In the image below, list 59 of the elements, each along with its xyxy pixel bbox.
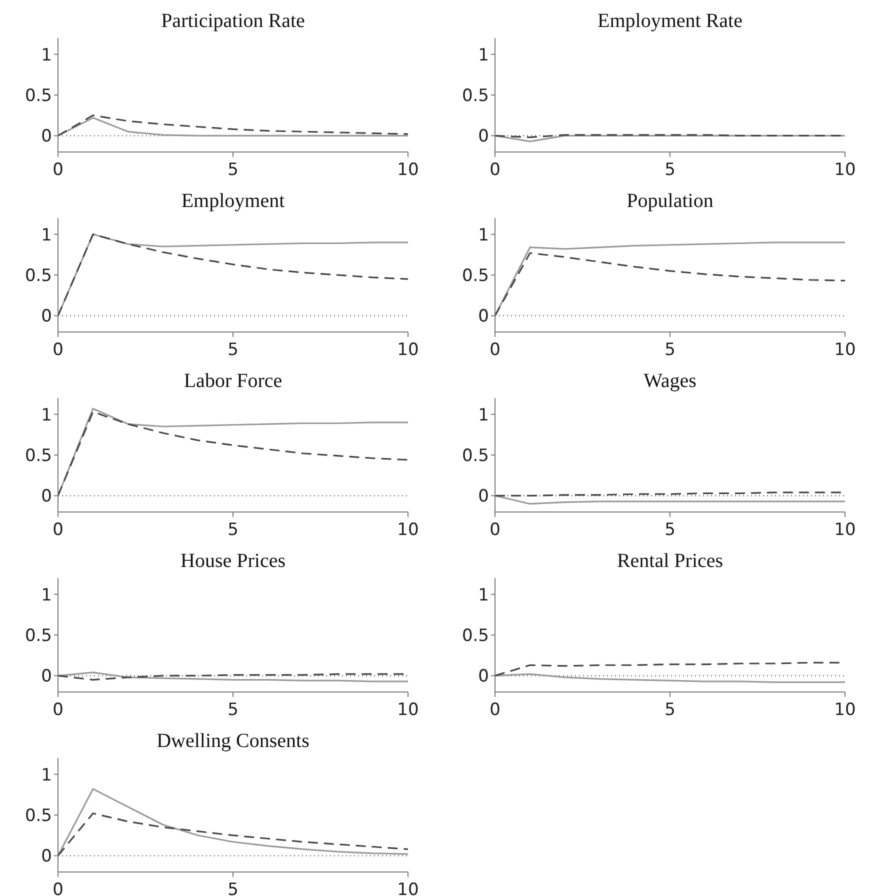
x-tick-label: 10: [834, 700, 856, 720]
y-tick-label: 1: [478, 585, 489, 606]
y-tick-label: 0.5: [24, 806, 52, 826]
chart-title: Employment Rate: [596, 9, 744, 34]
x-tick-label: 10: [397, 340, 419, 360]
y-tick-label: 1: [41, 585, 52, 606]
y-tick-label: 0: [478, 306, 489, 327]
x-tick-label: 5: [228, 160, 238, 180]
x-tick-label: 10: [397, 160, 419, 180]
chart-title: Population: [626, 189, 714, 214]
y-tick-label: 0.5: [462, 626, 489, 646]
chart-title: Rental Prices: [616, 549, 724, 574]
chart-title: Participation Rate: [160, 9, 306, 34]
x-tick-label: 10: [834, 520, 856, 540]
x-tick-label: 5: [228, 340, 238, 360]
x-tick-label: 10: [834, 160, 856, 180]
y-tick-label: 1: [41, 45, 52, 66]
y-tick-label: 0: [478, 126, 489, 147]
x-tick-label: 10: [397, 520, 419, 540]
x-tick-label: 10: [834, 340, 856, 360]
x-tick-label: 5: [228, 520, 238, 540]
y-tick-label: 0.5: [24, 266, 52, 286]
chart-title: Employment: [180, 189, 286, 214]
y-tick-label: 0: [41, 666, 52, 687]
y-tick-label: 0: [41, 126, 52, 147]
y-tick-label: 0.5: [24, 446, 52, 466]
y-tick-label: 1: [478, 405, 489, 426]
x-tick-label: 5: [664, 160, 676, 180]
x-tick-label: 5: [228, 700, 238, 720]
x-tick-label: 5: [228, 880, 238, 896]
chart-title: Labor Force: [182, 369, 284, 394]
y-tick-label: 0.5: [24, 86, 52, 106]
y-tick-label: 1: [41, 405, 52, 426]
x-tick-label: 10: [397, 880, 419, 896]
line-series: [495, 673, 845, 684]
x-tick-label: 0: [52, 880, 64, 896]
y-tick-label: 0: [41, 306, 52, 327]
y-tick-label: 1: [478, 225, 489, 246]
y-tick-label: 0: [478, 486, 489, 507]
chart-title: Dwelling Consents: [156, 729, 310, 754]
x-tick-label: 5: [664, 700, 676, 720]
y-tick-label: 0.5: [462, 86, 489, 106]
y-tick-label: 0.5: [462, 446, 489, 466]
x-tick-label: 10: [397, 700, 419, 720]
line-series: [58, 788, 408, 857]
chart-title: House Prices: [180, 549, 286, 574]
y-tick-label: 1: [41, 225, 52, 246]
y-tick-label: 0: [41, 486, 52, 507]
y-tick-label: 1: [478, 45, 489, 66]
line-series: [495, 494, 845, 505]
x-tick-label: 5: [664, 340, 676, 360]
y-tick-label: 0.5: [462, 266, 489, 286]
y-tick-label: 0: [41, 846, 52, 867]
x-tick-label: 5: [664, 520, 676, 540]
chart-title: Wages: [642, 369, 698, 394]
line-series: [58, 812, 408, 857]
y-tick-label: 1: [41, 765, 52, 786]
y-tick-label: 0: [478, 666, 489, 687]
y-tick-label: 0.5: [24, 626, 52, 646]
